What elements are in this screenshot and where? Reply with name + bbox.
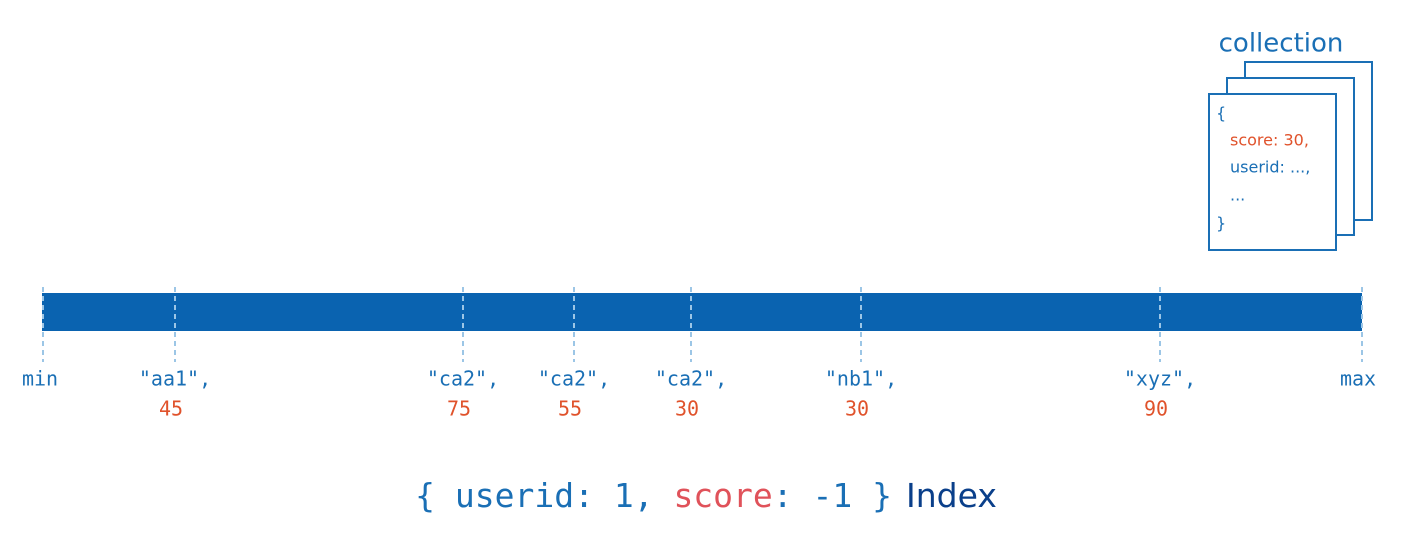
page-front [1208, 93, 1337, 251]
caption-open: { [415, 476, 455, 515]
entry-score: 55 [558, 397, 582, 421]
doc-more: ... [1230, 186, 1245, 205]
entry-score: 45 [159, 397, 183, 421]
document: { score: 30, userid: ..., ... } [1216, 104, 1310, 233]
caption-sep: : 1, [574, 476, 673, 515]
entry-key: "ca2", [538, 367, 610, 391]
entry-key: max [1340, 367, 1376, 391]
caption-label: Index [906, 476, 997, 515]
caption-field: userid [455, 476, 574, 515]
caption-field: score [673, 476, 772, 515]
entry-score: 90 [1144, 397, 1168, 421]
collection-stack [1208, 61, 1373, 251]
caption: { userid: 1, score: -1 } Index [415, 476, 997, 515]
doc-close: } [1216, 214, 1226, 233]
entry-key: "ca2", [655, 367, 727, 391]
entry-key: "aa1", [139, 367, 211, 391]
doc-userid: userid: ..., [1230, 158, 1310, 177]
index-bar [42, 293, 1362, 331]
entry-key: "nb1", [825, 367, 897, 391]
doc-score: score: 30, [1230, 131, 1309, 150]
doc-open: { [1216, 104, 1226, 123]
entry-score: 30 [675, 397, 699, 421]
index-entries: min "aa1", 45 "ca2", 75 "ca2", 55 "ca2", 30 "nb1"… [22, 287, 1376, 421]
collection-title: collection [1219, 29, 1344, 59]
entry-key: "ca2", [427, 367, 499, 391]
entry-score: 75 [447, 397, 471, 421]
caption-sep: : -1 } [773, 476, 892, 515]
entry-score: 30 [845, 397, 869, 421]
entry-key: min [22, 367, 58, 391]
entry-key: "xyz", [1124, 367, 1196, 391]
